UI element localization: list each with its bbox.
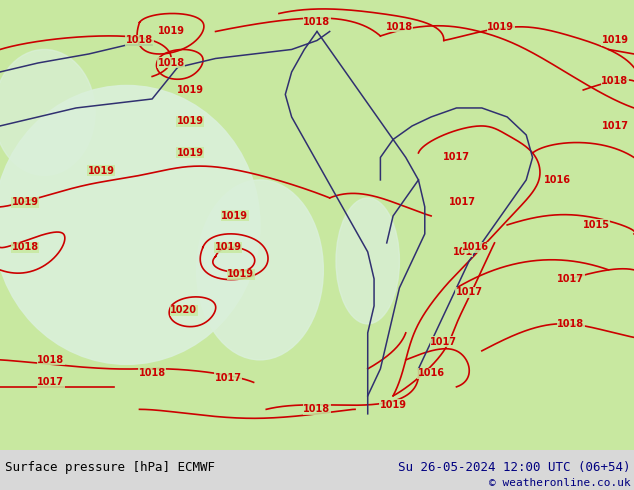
Text: 1019: 1019 [177, 148, 204, 158]
Text: 1017: 1017 [443, 152, 470, 163]
Text: 1019: 1019 [158, 26, 184, 36]
Text: 1018: 1018 [557, 319, 584, 329]
Text: 1017: 1017 [557, 274, 584, 284]
Text: 1017: 1017 [450, 197, 476, 207]
Text: 1016: 1016 [418, 368, 444, 378]
Text: 1016: 1016 [462, 243, 489, 252]
Text: © weatheronline.co.uk: © weatheronline.co.uk [489, 478, 631, 488]
Text: 1017: 1017 [602, 121, 628, 131]
Text: Su 26-05-2024 12:00 UTC (06+54): Su 26-05-2024 12:00 UTC (06+54) [398, 461, 631, 474]
Text: 1017: 1017 [456, 287, 482, 297]
Ellipse shape [336, 198, 399, 324]
Text: 1018: 1018 [304, 404, 330, 415]
Text: 1019: 1019 [215, 243, 242, 252]
Ellipse shape [197, 180, 323, 360]
Text: 1020: 1020 [171, 305, 197, 316]
Text: 101: 101 [453, 247, 473, 257]
Text: 1019: 1019 [488, 22, 514, 32]
Text: 1016: 1016 [545, 175, 571, 185]
Ellipse shape [0, 85, 260, 365]
Text: 1018: 1018 [139, 368, 165, 378]
Text: 1019: 1019 [88, 166, 115, 176]
Text: 1018: 1018 [37, 355, 64, 365]
Text: 1015: 1015 [583, 220, 609, 230]
Text: 1018: 1018 [386, 22, 413, 32]
Text: 1017: 1017 [430, 337, 457, 347]
Text: 1018: 1018 [304, 18, 330, 27]
Text: 1019: 1019 [177, 117, 204, 126]
Text: 1019: 1019 [380, 400, 406, 410]
Text: 1019: 1019 [177, 85, 204, 95]
Text: 1018: 1018 [602, 76, 628, 86]
Text: 1019: 1019 [602, 35, 628, 46]
Text: 1019: 1019 [12, 197, 39, 207]
Text: Surface pressure [hPa] ECMWF: Surface pressure [hPa] ECMWF [5, 461, 215, 474]
Text: 1018: 1018 [158, 58, 184, 68]
Text: 1018: 1018 [12, 243, 39, 252]
Text: 1019: 1019 [221, 211, 248, 221]
Ellipse shape [0, 49, 95, 175]
Text: 1018: 1018 [126, 35, 153, 46]
Text: 1017: 1017 [37, 377, 64, 388]
Text: 1019: 1019 [228, 270, 254, 279]
Text: 1017: 1017 [215, 373, 242, 383]
